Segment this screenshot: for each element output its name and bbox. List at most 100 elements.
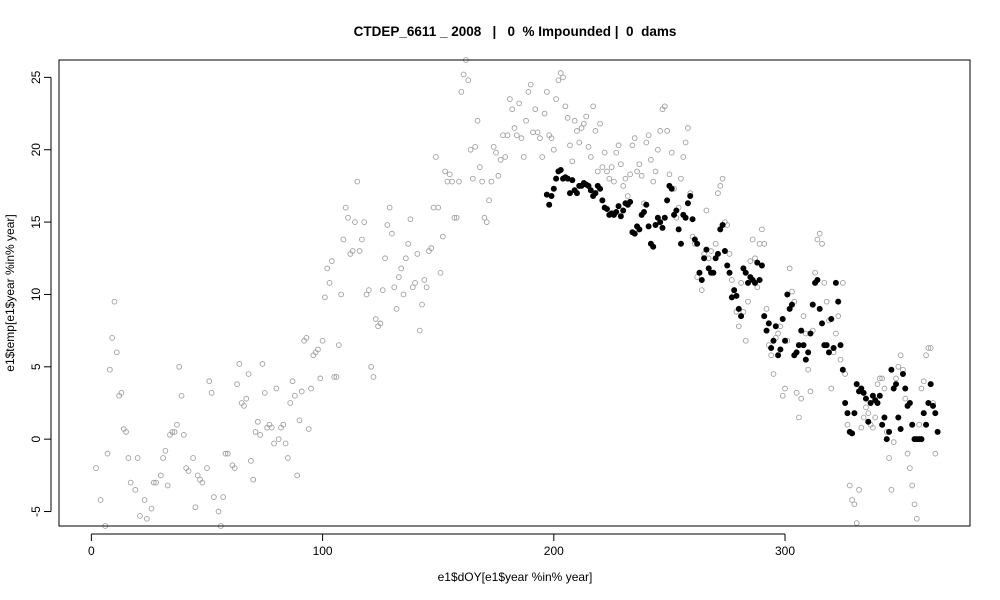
data-point-open xyxy=(377,320,384,327)
data-point-filled xyxy=(675,226,682,233)
data-point-open xyxy=(599,164,606,170)
data-point-filled xyxy=(754,259,761,266)
data-point-open xyxy=(703,207,710,214)
data-point-open xyxy=(782,385,788,392)
data-point-open xyxy=(220,494,227,500)
data-point-filled xyxy=(587,187,594,194)
data-point-open xyxy=(761,240,768,247)
data-point-open xyxy=(779,392,786,399)
data-point-open xyxy=(287,400,294,406)
data-point-open xyxy=(638,172,645,179)
data-point-filled xyxy=(738,313,745,320)
data-point-open xyxy=(932,450,939,457)
data-point-filled xyxy=(816,305,823,312)
data-point-open xyxy=(123,429,129,435)
data-point-open xyxy=(740,308,747,315)
data-point-open xyxy=(493,149,499,156)
data-point-open xyxy=(458,88,465,95)
data-point-open xyxy=(828,385,835,392)
data-point-filled xyxy=(550,185,557,192)
data-point-open xyxy=(648,157,654,163)
data-point-open xyxy=(379,287,386,293)
data-point-open xyxy=(97,497,104,503)
data-point-open xyxy=(594,168,601,175)
data-point-open xyxy=(291,392,298,399)
data-point-filled xyxy=(835,298,842,305)
data-point-filled xyxy=(788,301,795,308)
data-point-open xyxy=(895,363,902,370)
y-tick-label: 20 xyxy=(29,143,43,157)
data-point-open xyxy=(511,125,518,131)
data-point-open xyxy=(893,375,899,382)
data-point-filled xyxy=(617,213,624,220)
data-point-filled xyxy=(798,327,805,334)
data-point-filled xyxy=(893,381,900,388)
data-point-open xyxy=(280,421,287,428)
data-point-open xyxy=(590,103,596,110)
data-point-open xyxy=(211,494,217,500)
data-point-filled xyxy=(802,356,809,363)
data-point-filled xyxy=(805,349,812,356)
data-point-open xyxy=(879,375,885,382)
data-point-open xyxy=(222,450,229,457)
data-point-open xyxy=(472,143,479,150)
data-point-filled xyxy=(569,177,576,184)
data-point-open xyxy=(856,486,862,493)
data-point-open xyxy=(433,154,439,160)
data-point-filled xyxy=(742,269,749,276)
data-point-open xyxy=(863,404,869,411)
data-point-filled xyxy=(664,197,671,204)
data-point-open xyxy=(835,313,842,320)
data-point-filled xyxy=(636,226,643,233)
data-point-open xyxy=(160,455,166,461)
data-point-filled xyxy=(860,389,867,396)
data-point-open xyxy=(742,337,749,344)
data-point-open xyxy=(548,135,555,142)
data-point-filled xyxy=(603,206,610,213)
data-point-filled xyxy=(765,320,772,327)
data-point-open xyxy=(816,230,823,237)
data-point-filled xyxy=(719,221,726,228)
data-point-open xyxy=(807,388,814,395)
data-point-open xyxy=(206,378,213,385)
data-point-filled xyxy=(865,418,872,425)
data-point-open xyxy=(597,120,603,127)
x-axis-label: e1$dOY[e1$year %in% year] xyxy=(438,570,593,584)
data-point-filled xyxy=(724,262,731,269)
x-tick-label: 100 xyxy=(313,544,333,558)
data-point-open xyxy=(137,513,143,519)
data-point-open xyxy=(349,248,356,254)
data-point-open xyxy=(271,440,277,447)
data-point-open xyxy=(335,342,342,348)
data-point-open xyxy=(439,233,446,240)
data-point-open xyxy=(916,421,922,428)
data-point-filled xyxy=(557,166,564,173)
data-point-open xyxy=(490,143,497,150)
data-point-open xyxy=(428,245,435,251)
data-point-open xyxy=(851,501,858,508)
data-point-open xyxy=(352,219,358,225)
data-point-open xyxy=(527,81,534,88)
data-point-open xyxy=(576,139,583,146)
data-point-filled xyxy=(721,248,728,255)
data-point-open xyxy=(786,265,793,272)
data-point-open xyxy=(562,103,569,110)
data-point-open xyxy=(199,479,206,486)
data-point-open xyxy=(608,164,615,170)
data-point-open xyxy=(178,392,185,399)
data-point-filled xyxy=(897,426,904,433)
data-point-open xyxy=(578,125,585,131)
data-point-open xyxy=(694,274,701,280)
data-point-open xyxy=(442,168,448,175)
data-point-open xyxy=(907,465,913,471)
data-point-open xyxy=(698,287,705,293)
data-point-open xyxy=(298,388,305,395)
data-point-open xyxy=(322,294,328,301)
data-point-filled xyxy=(696,269,703,276)
data-point-open xyxy=(715,190,721,196)
data-point-open xyxy=(502,154,509,160)
data-point-filled xyxy=(867,399,874,406)
data-point-filled xyxy=(659,224,666,231)
data-point-open xyxy=(215,508,222,515)
data-point-filled xyxy=(573,190,580,197)
